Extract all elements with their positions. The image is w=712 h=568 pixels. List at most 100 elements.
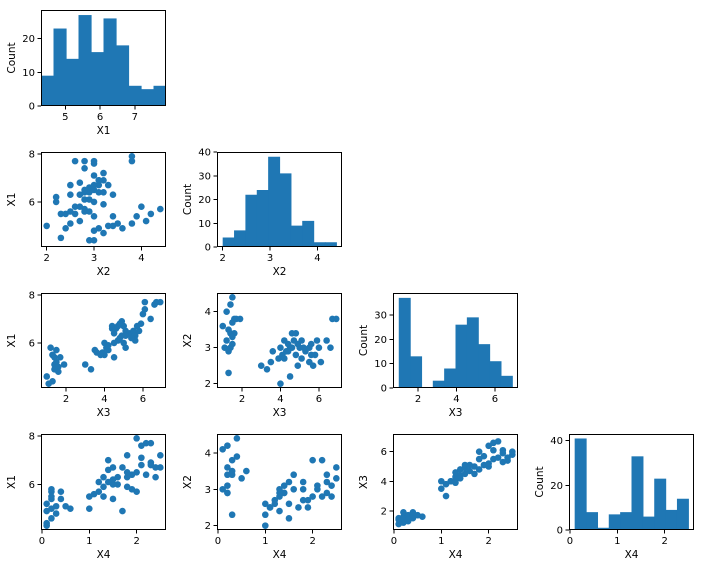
- histogram-bar: [53, 28, 67, 106]
- axes-frame: [569, 434, 694, 530]
- scatter-point: [122, 344, 129, 352]
- scatter-point: [49, 351, 56, 359]
- scatter-point: [233, 453, 241, 460]
- scatter-point: [156, 298, 164, 306]
- x-tick-label: 2: [219, 253, 225, 264]
- scatter-point: [157, 464, 164, 471]
- panel-hist-x1: 5 6 7 0 10 20 X1 Count: [6, 10, 166, 137]
- scatter-point: [323, 478, 331, 486]
- scatter-point: [71, 157, 79, 165]
- scatter-point: [285, 478, 293, 486]
- scatter-point: [262, 511, 269, 519]
- scatter-point: [277, 380, 284, 387]
- scatter-point: [109, 191, 117, 198]
- scatter-point: [294, 340, 302, 348]
- scatter-point: [333, 464, 340, 471]
- y-tick-label: 30: [198, 171, 211, 182]
- scatter-point: [57, 210, 65, 218]
- y-tick-label: 4: [381, 477, 387, 488]
- x-tick-label: 1: [86, 536, 92, 547]
- scatter-point: [269, 348, 277, 355]
- histogram-bar: [466, 317, 479, 388]
- axes-frame: [41, 434, 166, 530]
- scatter-point: [128, 334, 135, 342]
- histogram-bar: [489, 361, 502, 388]
- y-tick-label: 6: [29, 197, 35, 208]
- scatter-point: [49, 377, 56, 385]
- histogram-bar: [234, 230, 247, 247]
- scatter-point: [67, 505, 74, 512]
- scatter-point: [104, 456, 112, 464]
- scatter-point: [53, 346, 60, 354]
- scatter-point: [67, 181, 74, 189]
- histogram-bar: [676, 498, 689, 530]
- plot-area: [41, 15, 166, 106]
- scatter-point: [43, 222, 50, 230]
- scatter-point: [409, 508, 417, 516]
- x-axis-label: X2: [273, 266, 287, 278]
- scatter-point: [109, 212, 117, 220]
- histogram-bar: [245, 194, 258, 247]
- scatter-point: [509, 448, 516, 456]
- y-axis-label: X1: [6, 334, 18, 348]
- scatter-point: [110, 330, 118, 337]
- y-tick-label: 10: [198, 219, 211, 230]
- scatter-point: [323, 489, 331, 497]
- scatter-point: [128, 157, 136, 165]
- scatter-point: [323, 471, 331, 479]
- y-tick-label: 6: [29, 480, 35, 491]
- scatter-point: [100, 201, 107, 208]
- scatter-point: [257, 362, 265, 369]
- scatter-point: [76, 179, 84, 187]
- scatter-point: [318, 493, 326, 500]
- histogram-bar: [586, 512, 599, 530]
- histogram-bar: [597, 527, 610, 530]
- y-tick-label: 6: [29, 338, 35, 349]
- scatter-point: [229, 333, 236, 341]
- panel-scatter-x1-x2: 2 3 4 6 8 X2 X1: [6, 149, 166, 278]
- y-axis-label: Count: [6, 42, 18, 73]
- histogram-bar: [141, 89, 155, 106]
- scatter-point: [494, 438, 502, 445]
- scatter-point: [452, 469, 459, 476]
- scatter-point: [442, 480, 450, 488]
- scatter-point: [475, 466, 483, 473]
- x-axis-label: X4: [625, 549, 639, 561]
- panel-scatter-x2-x4: 0 1 2 2 3 4 X4 X2: [182, 434, 342, 561]
- axes-frame: [217, 293, 342, 388]
- scatter-point: [438, 485, 445, 492]
- histogram-bar: [608, 514, 621, 530]
- x-tick-label: 2: [309, 536, 315, 547]
- y-tick-label: 20: [22, 34, 35, 45]
- scatter-point: [119, 224, 126, 232]
- y-tick-label: 8: [29, 431, 35, 442]
- scatter-point: [100, 169, 107, 177]
- scatter-point: [262, 522, 269, 529]
- scatter-point: [290, 485, 298, 493]
- histogram-bar: [268, 156, 281, 247]
- scatter-point: [224, 489, 231, 497]
- scatter-point: [141, 298, 149, 306]
- scatter-point: [142, 217, 150, 225]
- scatter-point: [71, 203, 79, 210]
- histogram-bar: [41, 75, 55, 106]
- scatter-point: [499, 449, 507, 457]
- y-axis-label: Count: [534, 466, 546, 497]
- scatter-point: [290, 471, 298, 479]
- scatter-point: [90, 172, 98, 179]
- histogram-bar: [153, 85, 166, 106]
- histogram-bar: [290, 225, 303, 247]
- x-tick-label: 4: [453, 394, 459, 405]
- scatter-point: [485, 460, 492, 467]
- y-tick-label: 20: [374, 335, 387, 346]
- scatter-point: [100, 473, 107, 481]
- scatter-point: [229, 340, 236, 348]
- scatter-point: [157, 205, 164, 213]
- x-tick-label: 4: [277, 394, 283, 405]
- scatter-point: [141, 306, 149, 313]
- y-tick-label: 2: [381, 506, 387, 517]
- scatter-point: [109, 481, 117, 488]
- scatter-point: [81, 157, 88, 165]
- plot-area: [219, 294, 340, 387]
